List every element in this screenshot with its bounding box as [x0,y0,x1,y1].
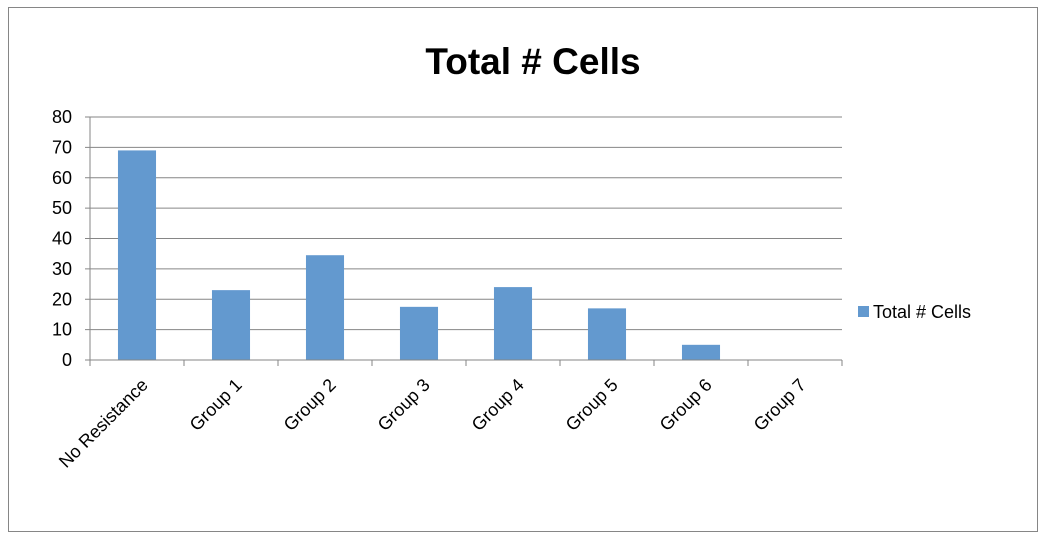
x-tick-label: Group 7 [750,375,810,435]
x-tick-label: Group 6 [656,375,716,435]
gridlines [90,116,842,331]
bar [117,150,157,360]
bar [587,308,627,360]
y-tick-label: 60 [52,168,72,188]
x-tick-labels: No Resistance Group 1 Group 2 Group 3 Group … [55,375,810,472]
legend-label: Total # Cells [873,302,971,322]
bar [211,290,251,360]
axes [85,116,843,366]
bar [305,255,345,360]
y-tick-label: 40 [52,229,72,249]
y-tick-label: 30 [52,259,72,279]
y-tick-label: 0 [62,350,72,370]
bar [399,306,439,360]
x-tick-label: Group 5 [562,375,622,435]
chart-frame [8,7,1038,532]
y-tick-label: 70 [52,137,72,157]
y-tick-labels: 0 10 20 30 40 50 60 70 80 [52,107,72,370]
y-tick-label: 80 [52,107,72,127]
x-tick-label: No Resistance [55,375,152,472]
bar [493,287,533,360]
x-tick-label: Group 2 [280,375,340,435]
y-tick-label: 20 [52,289,72,309]
chart-title: Total # Cells [425,41,640,82]
bars [117,150,721,360]
x-tick-label: Group 1 [186,375,246,435]
y-tick-label: 10 [52,320,72,340]
x-tick-label: Group 4 [468,375,528,435]
legend-swatch [858,306,869,317]
x-tick-label: Group 3 [374,375,434,435]
legend: Total # Cells [858,302,971,322]
y-tick-label: 50 [52,198,72,218]
bar [681,344,721,360]
